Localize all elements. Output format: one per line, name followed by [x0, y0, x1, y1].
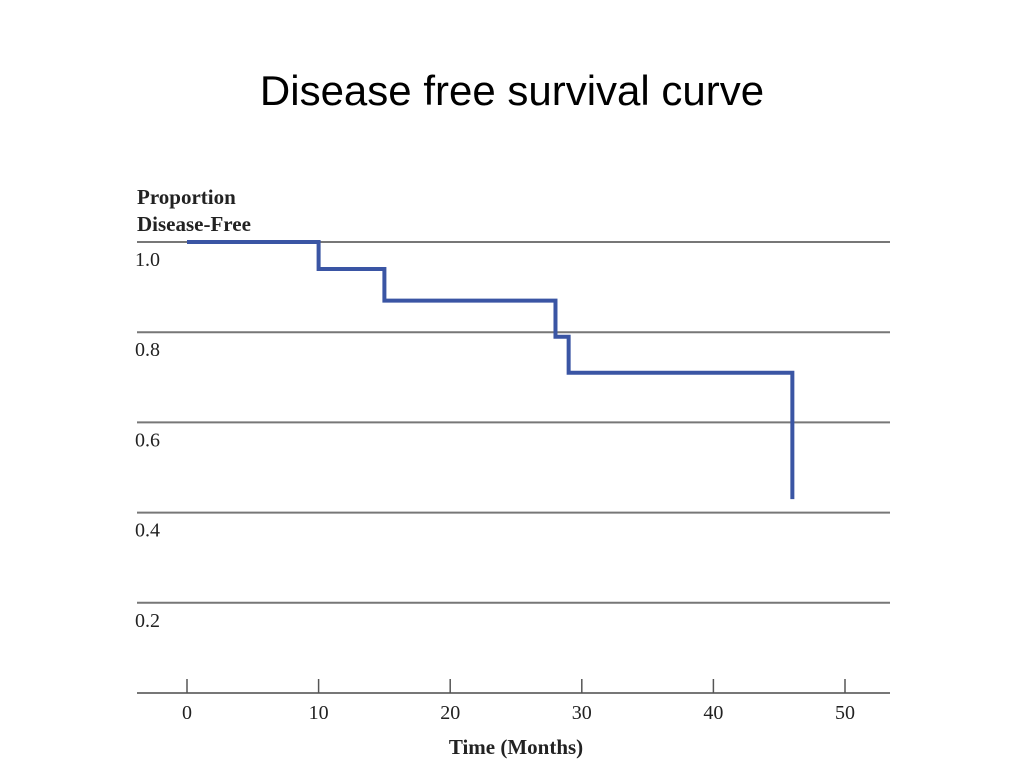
slide-title: Disease free survival curve [259, 67, 765, 114]
axis-labels: Proportion Disease-Free Time (Months) [137, 185, 583, 759]
x-axis-label: Time (Months) [449, 735, 583, 759]
y-tick-label: 0.6 [135, 429, 160, 451]
survival-curve [187, 240, 795, 500]
y-tick-labels: 1.0 0.8 0.6 0.4 0.2 [135, 249, 160, 632]
x-axis: 0 10 20 30 40 50 [137, 679, 890, 724]
x-tick-label: 50 [835, 702, 855, 724]
survival-step-line [187, 240, 795, 500]
x-tick-label: 40 [703, 702, 723, 724]
y-tick-label: 1.0 [135, 249, 160, 271]
x-tick-label: 0 [182, 702, 192, 724]
x-tick-label: 10 [309, 702, 329, 724]
x-tick-label: 20 [440, 702, 460, 724]
y-axis-label: Proportion [137, 185, 236, 209]
y-axis-label: Disease-Free [137, 212, 251, 236]
x-tick-label: 30 [572, 702, 592, 724]
grid-lines [137, 241, 890, 604]
y-tick-label: 0.4 [135, 520, 160, 542]
y-tick-label: 0.8 [135, 339, 160, 361]
y-tick-label: 0.2 [135, 610, 160, 632]
